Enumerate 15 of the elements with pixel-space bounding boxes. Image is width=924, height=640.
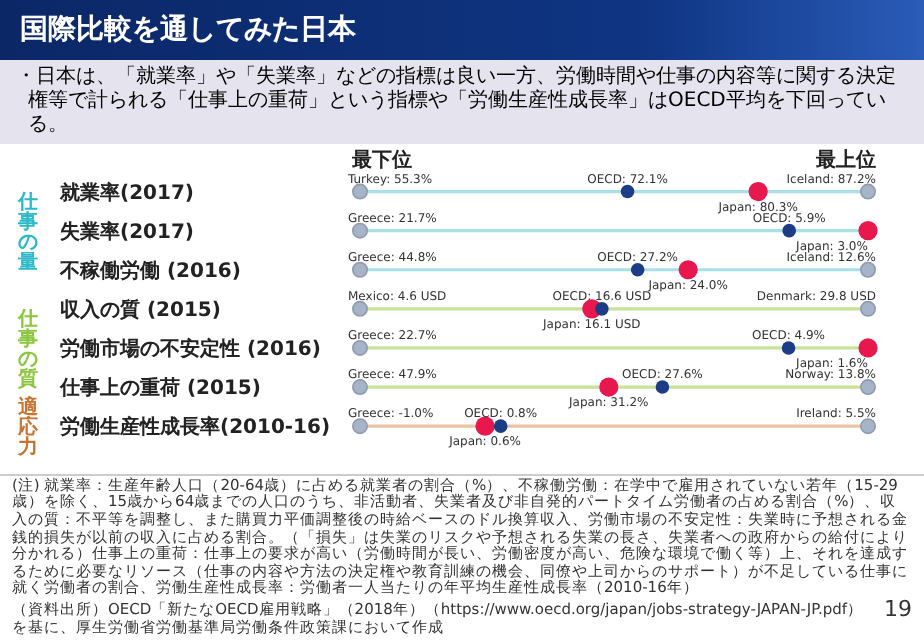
category-label: 収入の質 (2015)	[60, 297, 221, 322]
category-label: 就業率(2017)	[58, 180, 194, 205]
text: 国際比較を通してみた日本	[0, 0, 924, 60]
category-label: 労働市場の不安定性 (2016)	[60, 336, 321, 361]
text: ・日本は、「就業率」や「失業率」などの指標は良い一方、労働時間や仕事の内容等に関する決定権等で計られる「仕事上の重荷」という指標や「労働生産性成長率」はOECD平均を下回っている。	[0, 60, 924, 144]
text: 仕事の質	[16, 306, 38, 391]
category-label: 労働生産性成長率(2010-16)	[60, 415, 331, 440]
text: 19	[882, 596, 912, 626]
text: 最下位	[350, 148, 412, 172]
category-label: 失業率(2017)	[60, 219, 194, 244]
text: 仕事の量	[16, 189, 38, 274]
text: 最上位	[814, 148, 876, 172]
text: 適応力	[16, 395, 40, 460]
category-label: 仕事上の重荷 (2015)	[58, 376, 261, 401]
category-label: 不稼働労働 (2016)	[58, 258, 241, 283]
